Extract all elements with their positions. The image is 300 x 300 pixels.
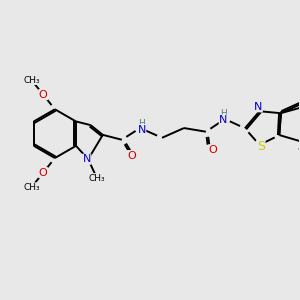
- Text: CH₃: CH₃: [89, 174, 105, 183]
- Text: S: S: [257, 140, 265, 153]
- Text: N: N: [254, 102, 262, 112]
- Text: H: H: [138, 119, 145, 128]
- Text: N: N: [137, 124, 146, 134]
- Text: O: O: [39, 168, 48, 178]
- Text: H: H: [220, 109, 227, 118]
- Text: O: O: [208, 145, 217, 155]
- Text: CH₃: CH₃: [23, 183, 40, 192]
- Text: N: N: [219, 115, 228, 125]
- Text: O: O: [127, 151, 136, 160]
- Text: O: O: [39, 90, 48, 100]
- Text: CH₃: CH₃: [23, 76, 40, 85]
- Text: N: N: [82, 154, 91, 164]
